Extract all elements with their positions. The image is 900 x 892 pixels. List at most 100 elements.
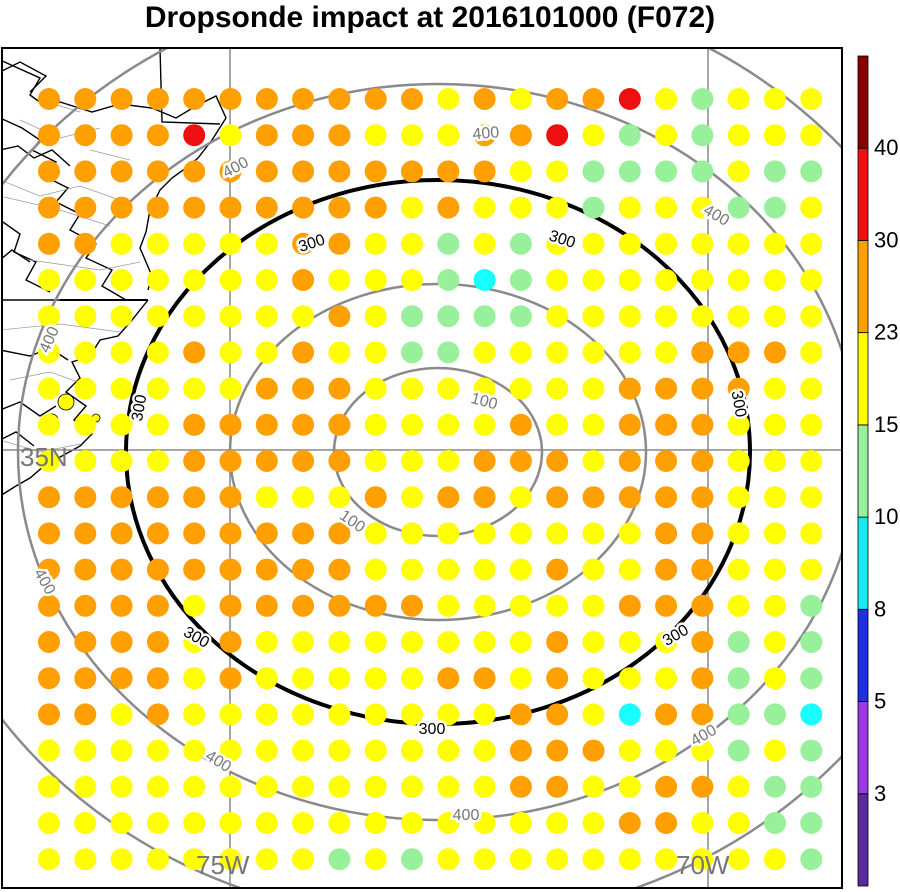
impact-dot [146, 594, 169, 617]
impact-dot [727, 341, 750, 364]
impact-dot [691, 594, 714, 617]
impact-dot [800, 594, 823, 617]
impact-dot [655, 269, 678, 291]
impact-dot [764, 377, 786, 400]
impact-dot [546, 775, 569, 798]
county-line [2, 180, 121, 201]
impact-dot [255, 450, 278, 472]
impact-dot [146, 703, 169, 726]
impact-dot [800, 124, 823, 147]
impact-dot [183, 413, 206, 436]
impact-dot [401, 812, 423, 834]
colorbar-tick-label: 40 [874, 135, 898, 160]
impact-dot [473, 196, 496, 219]
impact-dot [146, 558, 169, 581]
impact-dot [546, 413, 569, 436]
colorbar-segment [857, 608, 869, 702]
impact-dot [473, 558, 496, 581]
impact-dot [255, 124, 278, 147]
impact-dot [691, 667, 714, 690]
impact-dot [328, 305, 351, 328]
impact-dot [38, 305, 60, 328]
impact-dot [74, 558, 97, 581]
impact-dot [764, 594, 786, 617]
impact-dot [183, 812, 206, 834]
impact-dot [183, 377, 206, 400]
impact-dot [110, 631, 133, 653]
impact-dot [618, 739, 641, 762]
coastline-segment [159, 48, 221, 125]
impact-dot [655, 594, 678, 617]
impact-dot [110, 848, 133, 871]
impact-dot [437, 450, 460, 472]
impact-dot [255, 558, 278, 581]
impact-dot [727, 775, 750, 798]
lon-label-70w: 70W [676, 850, 730, 880]
impact-dot [292, 377, 315, 400]
impact-dot [764, 160, 786, 183]
impact-dot [764, 232, 786, 255]
impact-dot [364, 196, 387, 219]
impact-dot [146, 848, 169, 871]
impact-dot [546, 594, 569, 617]
lon-label-75w: 75W [196, 850, 250, 880]
impact-dot [401, 377, 423, 400]
impact-dot [110, 450, 133, 472]
impact-dot [364, 558, 387, 581]
impact-dot [255, 631, 278, 653]
impact-dot [401, 196, 423, 219]
impact-dot [328, 269, 351, 291]
impact-dot [110, 775, 133, 798]
coastline-segment [2, 118, 127, 301]
impact-dot [618, 124, 641, 147]
impact-dot [582, 848, 605, 871]
impact-dot [74, 269, 97, 291]
county-line [2, 196, 111, 227]
impact-dot [328, 232, 351, 255]
impact-dot [219, 558, 242, 581]
impact-dot [727, 88, 750, 110]
impact-dot [401, 486, 423, 509]
impact-dot [38, 160, 60, 183]
impact-dot [509, 594, 532, 617]
impact-dot [146, 739, 169, 762]
impact-dot [110, 522, 133, 545]
impact-dot [800, 160, 823, 183]
colorbar-segment [857, 516, 869, 610]
impact-dot [219, 450, 242, 472]
impact-dot [437, 305, 460, 328]
impact-dot [764, 341, 786, 364]
impact-dot [292, 413, 315, 436]
impact-dot [473, 232, 496, 255]
impact-dot [437, 232, 460, 255]
ring-label-100: 100 [469, 390, 499, 413]
impact-dot [364, 88, 387, 110]
impact-dot [509, 667, 532, 690]
impact-dot [219, 486, 242, 509]
impact-dot [800, 232, 823, 255]
impact-dot [655, 703, 678, 726]
impact-dot [655, 775, 678, 798]
impact-dot [473, 450, 496, 472]
impact-dot [473, 594, 496, 617]
impact-dot [800, 486, 823, 509]
impact-dot [582, 812, 605, 834]
impact-dot [691, 848, 714, 871]
impact-dot [546, 196, 569, 219]
coastline-segment [2, 61, 48, 93]
impact-dot [800, 377, 823, 400]
impact-dot [437, 522, 460, 545]
impact-dot [292, 703, 315, 726]
impact-dot [255, 269, 278, 291]
impact-dot [655, 88, 678, 110]
impact-dot [364, 775, 387, 798]
impact-dot [800, 631, 823, 653]
impact-dot [546, 269, 569, 291]
impact-dot [219, 232, 242, 255]
impact-dot [110, 558, 133, 581]
impact-dot [74, 667, 97, 690]
impact-dot [546, 160, 569, 183]
impact-dot [546, 739, 569, 762]
county-line [9, 371, 91, 387]
